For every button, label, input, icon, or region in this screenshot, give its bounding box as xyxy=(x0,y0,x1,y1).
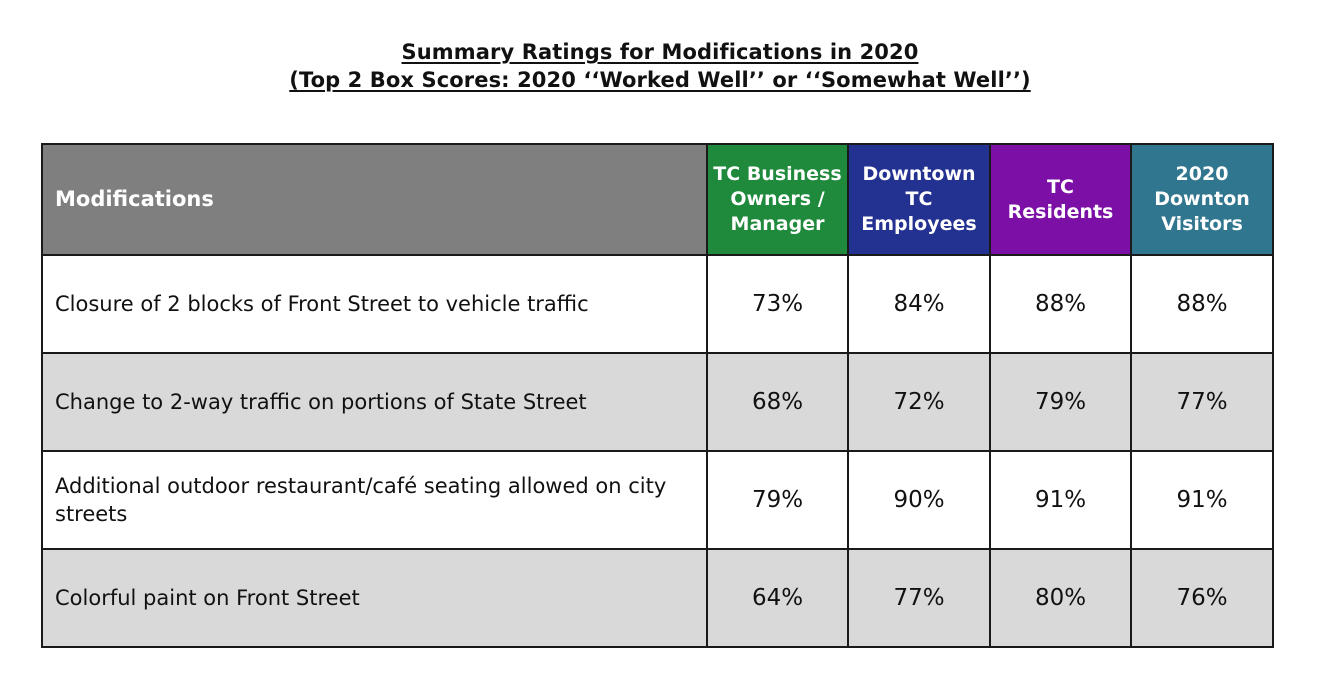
value-cell: 72% xyxy=(847,352,991,452)
value-cell: 79% xyxy=(706,450,849,550)
value-cell: 88% xyxy=(989,254,1132,354)
modification-label: Change to 2-way traffic on portions of S… xyxy=(41,352,708,452)
table-row: Additional outdoor restaurant/café seati… xyxy=(41,450,1274,550)
modification-label: Additional outdoor restaurant/café seati… xyxy=(41,450,708,550)
header-tc-business-owners: TC Business Owners / Manager xyxy=(706,143,849,256)
table-row: Closure of 2 blocks of Front Street to v… xyxy=(41,254,1274,354)
value-cell: 79% xyxy=(989,352,1132,452)
modification-label: Colorful paint on Front Street xyxy=(41,548,708,648)
value-cell: 77% xyxy=(1130,352,1274,452)
value-cell: 80% xyxy=(989,548,1132,648)
modification-label: Closure of 2 blocks of Front Street to v… xyxy=(41,254,708,354)
header-downtown-tc-employees: Downtown TC Employees xyxy=(847,143,991,256)
table-row: Change to 2-way traffic on portions of S… xyxy=(41,352,1274,452)
value-cell: 73% xyxy=(706,254,849,354)
chart-title-block: Summary Ratings for Modifications in 202… xyxy=(0,38,1320,94)
header-modifications: Modifications xyxy=(41,143,708,256)
value-cell: 90% xyxy=(847,450,991,550)
value-cell: 68% xyxy=(706,352,849,452)
header-2020-downton-visitors: 2020 Downton Visitors xyxy=(1130,143,1274,256)
value-cell: 76% xyxy=(1130,548,1274,648)
chart-title: Summary Ratings for Modifications in 202… xyxy=(401,40,919,64)
value-cell: 84% xyxy=(847,254,991,354)
value-cell: 64% xyxy=(706,548,849,648)
value-cell: 91% xyxy=(1130,450,1274,550)
table-header-row: Modifications TC Business Owners / Manag… xyxy=(41,143,1274,256)
value-cell: 88% xyxy=(1130,254,1274,354)
table-row: Colorful paint on Front Street 64% 77% 8… xyxy=(41,548,1274,648)
summary-ratings-table: Modifications TC Business Owners / Manag… xyxy=(41,143,1274,648)
value-cell: 77% xyxy=(847,548,991,648)
header-tc-residents: TC Residents xyxy=(989,143,1132,256)
chart-subtitle: (Top 2 Box Scores: 2020 ‘‘Worked Well’’ … xyxy=(289,68,1031,92)
value-cell: 91% xyxy=(989,450,1132,550)
